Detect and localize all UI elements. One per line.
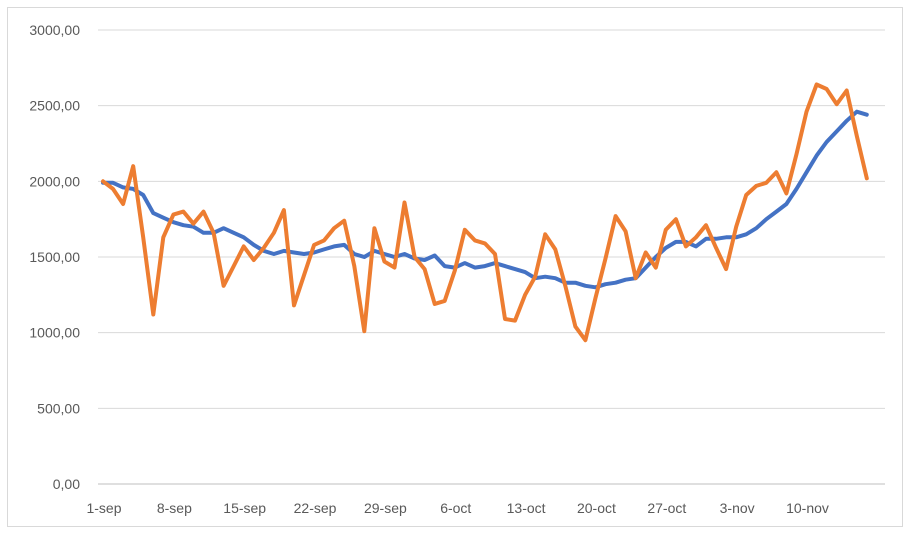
x-tick-label: 27-oct xyxy=(647,500,686,516)
y-tick-label: 2500,00 xyxy=(29,98,80,114)
x-tick-label: 20-oct xyxy=(577,500,616,516)
y-tick-label: 3000,00 xyxy=(29,22,80,38)
x-tick-label: 1-sep xyxy=(86,500,121,516)
x-tick-label: 15-sep xyxy=(223,500,266,516)
y-tick-label: 0,00 xyxy=(53,476,80,492)
x-tick-label: 10-nov xyxy=(786,500,829,516)
x-tick-label: 29-sep xyxy=(364,500,407,516)
series-line-2 xyxy=(101,82,869,343)
y-tick-label: 500,00 xyxy=(37,400,80,416)
y-tick-label: 2000,00 xyxy=(29,173,80,189)
x-tick-label: 8-sep xyxy=(157,500,192,516)
x-tick-label: 13-oct xyxy=(507,500,546,516)
series-line-1 xyxy=(101,109,869,290)
x-tick-label: 22-sep xyxy=(294,500,337,516)
x-tick-label: 6-oct xyxy=(440,500,471,516)
y-tick-label: 1500,00 xyxy=(29,249,80,265)
y-tick-label: 1000,00 xyxy=(29,325,80,341)
x-tick-label: 3-nov xyxy=(720,500,755,516)
